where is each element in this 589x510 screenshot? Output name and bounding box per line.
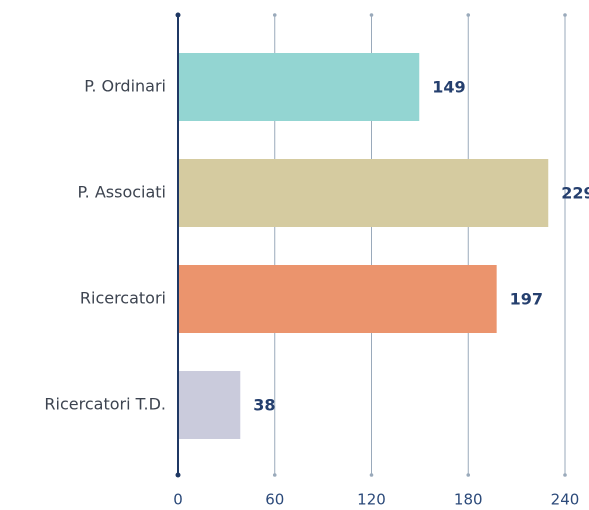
- x-tick-label: 0: [173, 491, 183, 509]
- x-tick-label: 240: [551, 491, 580, 509]
- x-tick-label: 120: [357, 491, 386, 509]
- value-label: 149: [432, 78, 465, 97]
- grid-dot: [466, 473, 471, 477]
- grid-dot: [369, 473, 374, 477]
- bar: [179, 265, 497, 333]
- grid-dot: [272, 473, 277, 477]
- grid-dot: [175, 472, 181, 478]
- x-tick-label: 60: [265, 491, 284, 509]
- grid-dot: [272, 13, 277, 17]
- bar: [179, 371, 241, 439]
- bar: [179, 53, 420, 121]
- y-tick-label: Ricercatori T.D.: [44, 395, 166, 414]
- grid-dot: [369, 13, 374, 17]
- grid-dot: [563, 473, 567, 477]
- grid-dot: [563, 13, 567, 17]
- value-label: 38: [253, 396, 275, 415]
- grid-dot: [466, 13, 471, 17]
- bar: [179, 159, 549, 227]
- y-tick-label: P. Associati: [78, 183, 167, 202]
- value-label: 197: [510, 290, 543, 309]
- y-tick-label: Ricercatori: [80, 289, 166, 308]
- value-label: 229: [561, 184, 589, 203]
- x-tick-label: 180: [454, 491, 483, 509]
- grid-dot: [175, 12, 181, 18]
- y-tick-label: P. Ordinari: [84, 77, 166, 96]
